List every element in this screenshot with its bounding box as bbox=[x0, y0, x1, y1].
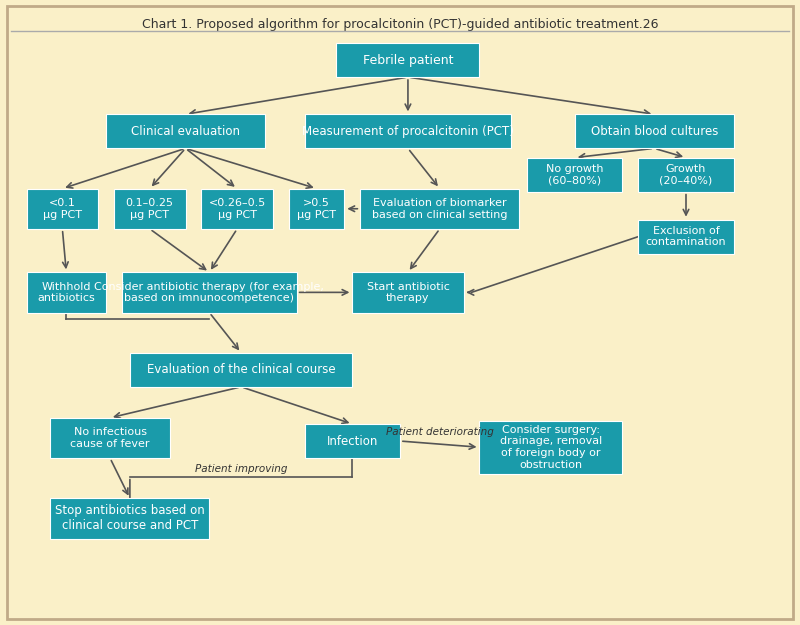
Text: Patient improving: Patient improving bbox=[195, 464, 287, 474]
FancyBboxPatch shape bbox=[305, 424, 400, 458]
FancyBboxPatch shape bbox=[202, 189, 273, 229]
Text: No infectious
cause of fever: No infectious cause of fever bbox=[70, 427, 150, 449]
FancyBboxPatch shape bbox=[352, 272, 463, 312]
Text: Start antibiotic
therapy: Start antibiotic therapy bbox=[366, 282, 450, 303]
Text: Obtain blood cultures: Obtain blood cultures bbox=[590, 125, 718, 138]
FancyBboxPatch shape bbox=[360, 189, 519, 229]
FancyBboxPatch shape bbox=[527, 158, 622, 192]
FancyBboxPatch shape bbox=[130, 352, 352, 387]
FancyBboxPatch shape bbox=[574, 114, 734, 148]
Text: Patient deteriorating: Patient deteriorating bbox=[386, 427, 494, 437]
Text: Febrile patient: Febrile patient bbox=[362, 54, 453, 67]
Text: Stop antibiotics based on
clinical course and PCT: Stop antibiotics based on clinical cours… bbox=[55, 504, 205, 532]
FancyBboxPatch shape bbox=[289, 189, 344, 229]
Text: 0.1–0.25
µg PCT: 0.1–0.25 µg PCT bbox=[126, 198, 174, 219]
Text: <0.26–0.5
µg PCT: <0.26–0.5 µg PCT bbox=[209, 198, 266, 219]
Text: Clinical evaluation: Clinical evaluation bbox=[131, 125, 240, 138]
FancyBboxPatch shape bbox=[106, 114, 265, 148]
Text: <0.1
µg PCT: <0.1 µg PCT bbox=[43, 198, 82, 219]
FancyBboxPatch shape bbox=[114, 189, 186, 229]
Text: Infection: Infection bbox=[326, 434, 378, 447]
Text: >0.5
µg PCT: >0.5 µg PCT bbox=[297, 198, 336, 219]
FancyBboxPatch shape bbox=[479, 421, 622, 474]
Text: Chart 1. Proposed algorithm for procalcitonin (PCT)-guided antibiotic treatment.: Chart 1. Proposed algorithm for procalci… bbox=[142, 18, 658, 31]
Text: Growth
(20–40%): Growth (20–40%) bbox=[659, 164, 713, 186]
FancyBboxPatch shape bbox=[305, 114, 511, 148]
FancyBboxPatch shape bbox=[26, 272, 106, 312]
FancyBboxPatch shape bbox=[26, 189, 98, 229]
FancyBboxPatch shape bbox=[50, 498, 210, 539]
Text: Exclusion of
contamination: Exclusion of contamination bbox=[646, 226, 726, 248]
Text: Withhold
antibiotics: Withhold antibiotics bbox=[38, 282, 95, 303]
FancyBboxPatch shape bbox=[638, 158, 734, 192]
FancyBboxPatch shape bbox=[122, 272, 297, 312]
FancyBboxPatch shape bbox=[638, 219, 734, 254]
Text: No growth
(60–80%): No growth (60–80%) bbox=[546, 164, 603, 186]
FancyBboxPatch shape bbox=[337, 43, 479, 77]
Text: Consider surgery:
drainage, removal
of foreign body or
obstruction: Consider surgery: drainage, removal of f… bbox=[500, 425, 602, 469]
FancyBboxPatch shape bbox=[50, 418, 170, 458]
Text: Consider antibiotic therapy (for example,
based on imnunocompetence): Consider antibiotic therapy (for example… bbox=[94, 282, 324, 303]
Text: Evaluation of biomarker
based on clinical setting: Evaluation of biomarker based on clinica… bbox=[372, 198, 507, 219]
Text: Evaluation of the clinical course: Evaluation of the clinical course bbox=[146, 363, 335, 376]
Text: Measurement of procalcitonin (PCT): Measurement of procalcitonin (PCT) bbox=[302, 125, 514, 138]
